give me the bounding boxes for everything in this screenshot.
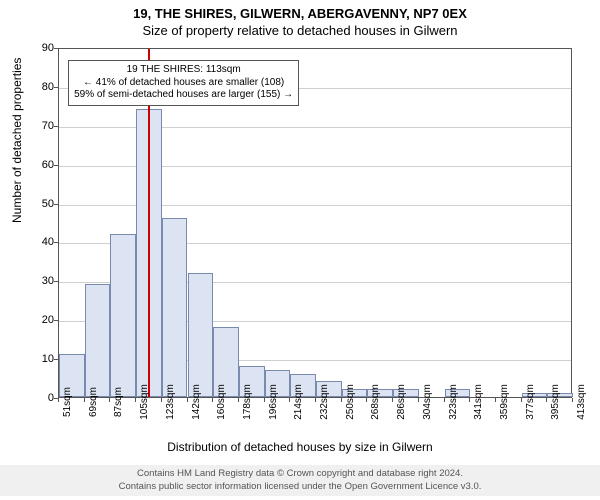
y-tick-mark: [54, 320, 58, 321]
x-tick-mark: [238, 398, 239, 402]
x-tick-label: 69sqm: [88, 387, 99, 417]
y-tick-mark: [54, 165, 58, 166]
y-tick-label: 70: [26, 120, 54, 132]
x-tick-mark: [212, 398, 213, 402]
x-tick-label: 341sqm: [473, 384, 484, 420]
x-tick-label: 87sqm: [113, 387, 124, 417]
header-address: 19, THE SHIRES, GILWERN, ABERGAVENNY, NP…: [0, 6, 600, 21]
x-tick-mark: [521, 398, 522, 402]
x-tick-mark: [392, 398, 393, 402]
plot-area: 19 THE SHIRES: 113sqm← 41% of detached h…: [58, 48, 572, 398]
y-tick-label: 90: [26, 42, 54, 54]
x-tick-mark: [315, 398, 316, 402]
y-tick-mark: [54, 87, 58, 88]
y-tick-mark: [54, 359, 58, 360]
x-tick-mark: [418, 398, 419, 402]
y-tick-label: 50: [26, 198, 54, 210]
annotation-line: ← 41% of detached houses are smaller (10…: [74, 77, 293, 90]
x-tick-mark: [341, 398, 342, 402]
y-tick-label: 0: [26, 392, 54, 404]
x-tick-label: 377sqm: [525, 384, 536, 420]
x-tick-mark: [469, 398, 470, 402]
x-tick-label: 250sqm: [345, 384, 356, 420]
x-tick-label: 359sqm: [499, 384, 510, 420]
x-tick-mark: [444, 398, 445, 402]
x-tick-label: 304sqm: [422, 384, 433, 420]
annotation-line: 19 THE SHIRES: 113sqm: [74, 64, 293, 77]
y-tick-label: 80: [26, 81, 54, 93]
y-tick-mark: [54, 48, 58, 49]
annotation-box: 19 THE SHIRES: 113sqm← 41% of detached h…: [68, 60, 299, 106]
x-tick-mark: [109, 398, 110, 402]
copyright-footer: Contains HM Land Registry data © Crown c…: [0, 465, 600, 496]
histogram-bar: [85, 284, 111, 397]
histogram-bar: [162, 218, 188, 397]
x-tick-label: 268sqm: [370, 384, 381, 420]
header-subtitle: Size of property relative to detached ho…: [0, 23, 600, 38]
x-axis-label: Distribution of detached houses by size …: [0, 440, 600, 454]
x-tick-mark: [495, 398, 496, 402]
x-tick-mark: [366, 398, 367, 402]
x-tick-label: 214sqm: [293, 384, 304, 420]
x-tick-label: 123sqm: [165, 384, 176, 420]
x-tick-mark: [58, 398, 59, 402]
x-tick-label: 232sqm: [319, 384, 330, 420]
x-tick-label: 51sqm: [62, 387, 73, 417]
x-tick-label: 105sqm: [139, 384, 150, 420]
histogram-bar: [188, 273, 214, 397]
x-tick-label: 142sqm: [191, 384, 202, 420]
y-tick-label: 10: [26, 353, 54, 365]
chart-header: 19, THE SHIRES, GILWERN, ABERGAVENNY, NP…: [0, 0, 600, 38]
y-tick-mark: [54, 281, 58, 282]
x-tick-label: 413sqm: [576, 384, 587, 420]
x-tick-mark: [264, 398, 265, 402]
footer-line-1: Contains HM Land Registry data © Crown c…: [6, 468, 594, 480]
x-tick-mark: [546, 398, 547, 402]
x-tick-label: 178sqm: [242, 384, 253, 420]
x-tick-label: 323sqm: [448, 384, 459, 420]
y-tick-label: 60: [26, 159, 54, 171]
x-tick-mark: [187, 398, 188, 402]
y-tick-label: 20: [26, 314, 54, 326]
x-tick-mark: [161, 398, 162, 402]
x-tick-label: 160sqm: [216, 384, 227, 420]
x-tick-mark: [84, 398, 85, 402]
y-tick-mark: [54, 204, 58, 205]
y-tick-mark: [54, 242, 58, 243]
x-tick-label: 286sqm: [396, 384, 407, 420]
y-tick-label: 40: [26, 236, 54, 248]
y-axis-label: Number of detached properties: [10, 58, 24, 223]
y-tick-label: 30: [26, 275, 54, 287]
x-tick-mark: [572, 398, 573, 402]
histogram-bar: [110, 234, 136, 397]
footer-line-2: Contains public sector information licen…: [6, 481, 594, 493]
annotation-line: 59% of semi-detached houses are larger (…: [74, 89, 293, 102]
x-tick-label: 196sqm: [268, 384, 279, 420]
x-tick-mark: [135, 398, 136, 402]
y-tick-mark: [54, 126, 58, 127]
x-tick-label: 395sqm: [550, 384, 561, 420]
x-tick-mark: [289, 398, 290, 402]
